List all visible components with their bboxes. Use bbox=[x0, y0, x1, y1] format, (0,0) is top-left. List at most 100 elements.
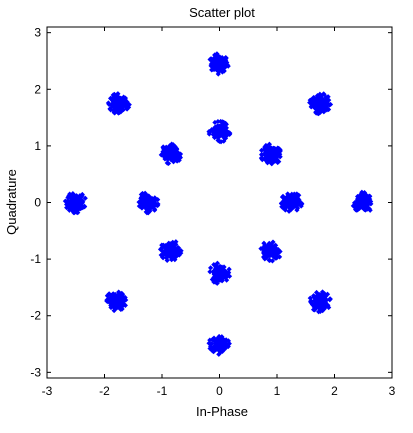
scatter-point bbox=[166, 153, 173, 159]
scatter-point bbox=[66, 200, 72, 206]
scatter-point bbox=[214, 260, 221, 266]
scatter-point bbox=[310, 95, 316, 101]
scatter-point bbox=[69, 205, 75, 211]
scatter-point bbox=[104, 298, 110, 304]
y-tick-label: -2 bbox=[30, 309, 41, 323]
y-tick-label: -3 bbox=[30, 365, 41, 379]
scatter-point bbox=[266, 240, 272, 246]
scatter-point bbox=[289, 194, 296, 200]
scatter-point bbox=[210, 349, 217, 355]
scatter-point bbox=[267, 157, 273, 164]
scatter-point bbox=[208, 265, 214, 271]
scatter-point bbox=[283, 201, 289, 207]
scatter-point bbox=[169, 257, 175, 263]
scatter-point bbox=[319, 289, 326, 295]
scatter-point bbox=[113, 99, 119, 106]
scatter-point bbox=[308, 300, 315, 306]
scatter-point bbox=[352, 200, 358, 206]
scatter-point bbox=[218, 271, 224, 277]
scatter-point bbox=[316, 305, 322, 312]
scatter-point bbox=[214, 266, 220, 273]
scatter-point bbox=[224, 277, 230, 283]
scatter-point bbox=[307, 99, 313, 106]
scatter-point bbox=[293, 195, 300, 202]
scatter-point bbox=[220, 275, 226, 282]
scatter-point bbox=[65, 198, 71, 204]
scatter-point bbox=[288, 207, 294, 213]
scatter-point bbox=[164, 147, 170, 153]
scatter-point bbox=[109, 292, 116, 298]
scatter-point bbox=[173, 253, 179, 260]
scatter-point bbox=[327, 101, 334, 108]
scatter-point bbox=[174, 150, 180, 156]
scatter-point bbox=[311, 101, 317, 107]
scatter-point bbox=[215, 270, 221, 276]
plot-area bbox=[46, 26, 393, 379]
scatter-point bbox=[365, 201, 371, 207]
scatter-point bbox=[120, 299, 126, 305]
scatter-point bbox=[213, 265, 219, 271]
scatter-point bbox=[327, 297, 333, 303]
scatter-point bbox=[280, 205, 286, 211]
scatter-point bbox=[221, 343, 227, 349]
scatter-point bbox=[207, 337, 213, 343]
scatter-point bbox=[261, 147, 267, 153]
scatter-point bbox=[142, 200, 148, 206]
x-tick-label: -3 bbox=[42, 384, 53, 398]
scatter-point bbox=[210, 268, 217, 274]
scatter-point bbox=[322, 300, 328, 306]
y-axis-label: Quadrature bbox=[4, 169, 19, 235]
scatter-point bbox=[294, 207, 300, 213]
scatter-point bbox=[282, 196, 288, 203]
chart-title: Scatter plot bbox=[189, 5, 255, 20]
scatter-point bbox=[104, 293, 111, 299]
scatter-point bbox=[265, 158, 271, 164]
y-tick-label: -1 bbox=[30, 252, 41, 266]
scatter-point bbox=[121, 99, 128, 106]
scatter-point bbox=[262, 245, 269, 252]
scatter-point bbox=[111, 307, 117, 314]
scatter-point bbox=[259, 147, 265, 153]
scatter-point bbox=[316, 300, 322, 306]
scatter-point bbox=[218, 277, 224, 283]
scatter-point bbox=[277, 248, 283, 255]
scatter-point bbox=[292, 192, 299, 198]
scatter-point bbox=[213, 279, 219, 285]
scatter-point bbox=[307, 295, 313, 301]
x-tick-label: -1 bbox=[157, 384, 168, 398]
scatter-point bbox=[269, 251, 275, 257]
scatter-point bbox=[221, 268, 227, 274]
scatter-point bbox=[210, 56, 216, 62]
scatter-point bbox=[219, 129, 225, 135]
x-tick-label: -2 bbox=[99, 384, 110, 398]
scatter-point bbox=[275, 159, 281, 166]
scatter-point bbox=[323, 293, 329, 299]
scatter-point bbox=[354, 198, 360, 204]
scatter-point bbox=[322, 291, 328, 297]
scatter-point bbox=[318, 295, 324, 301]
scatter-point bbox=[72, 206, 78, 212]
scatter-point bbox=[215, 338, 221, 344]
x-tick-label: 1 bbox=[274, 384, 281, 398]
scatter-point bbox=[316, 96, 322, 103]
scatter-point bbox=[142, 191, 148, 197]
scatter-point bbox=[270, 246, 276, 252]
scatter-point bbox=[82, 195, 88, 201]
scatter-point bbox=[361, 206, 367, 212]
scatter-point bbox=[316, 105, 323, 111]
scatter-point bbox=[166, 249, 172, 256]
scatter-point bbox=[215, 125, 222, 131]
scatter-point bbox=[171, 241, 178, 247]
scatter-point bbox=[108, 102, 115, 108]
scatter-point bbox=[219, 264, 225, 270]
x-tick-label: 2 bbox=[331, 384, 338, 398]
scatter-point bbox=[356, 197, 362, 203]
scatter-point bbox=[77, 206, 84, 212]
scatter-point bbox=[217, 60, 223, 66]
scatter-point bbox=[266, 141, 272, 147]
scatter-point bbox=[218, 118, 224, 125]
scatter-point bbox=[168, 243, 175, 250]
scatter-point bbox=[269, 161, 275, 167]
scatter-point bbox=[115, 297, 121, 303]
scatter-point bbox=[221, 138, 227, 144]
